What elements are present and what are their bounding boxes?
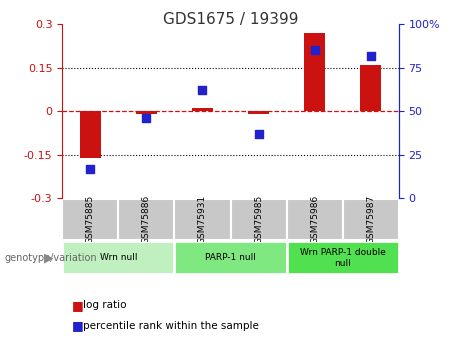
Bar <box>287 199 343 240</box>
Text: ■: ■ <box>71 299 83 312</box>
Bar <box>248 111 269 114</box>
Point <box>367 53 374 58</box>
Bar <box>62 199 118 240</box>
Bar <box>360 66 381 111</box>
Point <box>311 48 318 53</box>
Text: ▶: ▶ <box>44 252 54 264</box>
Text: GSM75886: GSM75886 <box>142 195 151 244</box>
Text: GSM75986: GSM75986 <box>310 195 319 244</box>
Point <box>199 88 206 93</box>
Point <box>87 166 94 171</box>
Text: GSM75931: GSM75931 <box>198 195 207 244</box>
Text: Wrn PARP-1 double
null: Wrn PARP-1 double null <box>300 248 385 268</box>
Text: ■: ■ <box>71 319 83 333</box>
Text: Wrn null: Wrn null <box>100 253 137 263</box>
Bar <box>80 111 101 158</box>
Text: GSM75987: GSM75987 <box>366 195 375 244</box>
Text: GSM75885: GSM75885 <box>86 195 95 244</box>
Text: log ratio: log ratio <box>83 300 126 310</box>
Bar <box>287 241 399 274</box>
Text: GSM75985: GSM75985 <box>254 195 263 244</box>
Bar <box>343 199 399 240</box>
Bar <box>304 33 325 111</box>
Bar <box>118 199 174 240</box>
Point <box>255 131 262 137</box>
Text: PARP-1 null: PARP-1 null <box>205 253 256 263</box>
Bar <box>136 111 157 114</box>
Bar <box>174 241 287 274</box>
Point <box>142 116 150 121</box>
Bar <box>62 241 174 274</box>
Text: GDS1675 / 19399: GDS1675 / 19399 <box>163 12 298 27</box>
Bar <box>174 199 230 240</box>
Text: genotype/variation: genotype/variation <box>5 253 97 263</box>
Bar <box>230 199 287 240</box>
Bar <box>192 108 213 111</box>
Text: percentile rank within the sample: percentile rank within the sample <box>83 321 259 331</box>
